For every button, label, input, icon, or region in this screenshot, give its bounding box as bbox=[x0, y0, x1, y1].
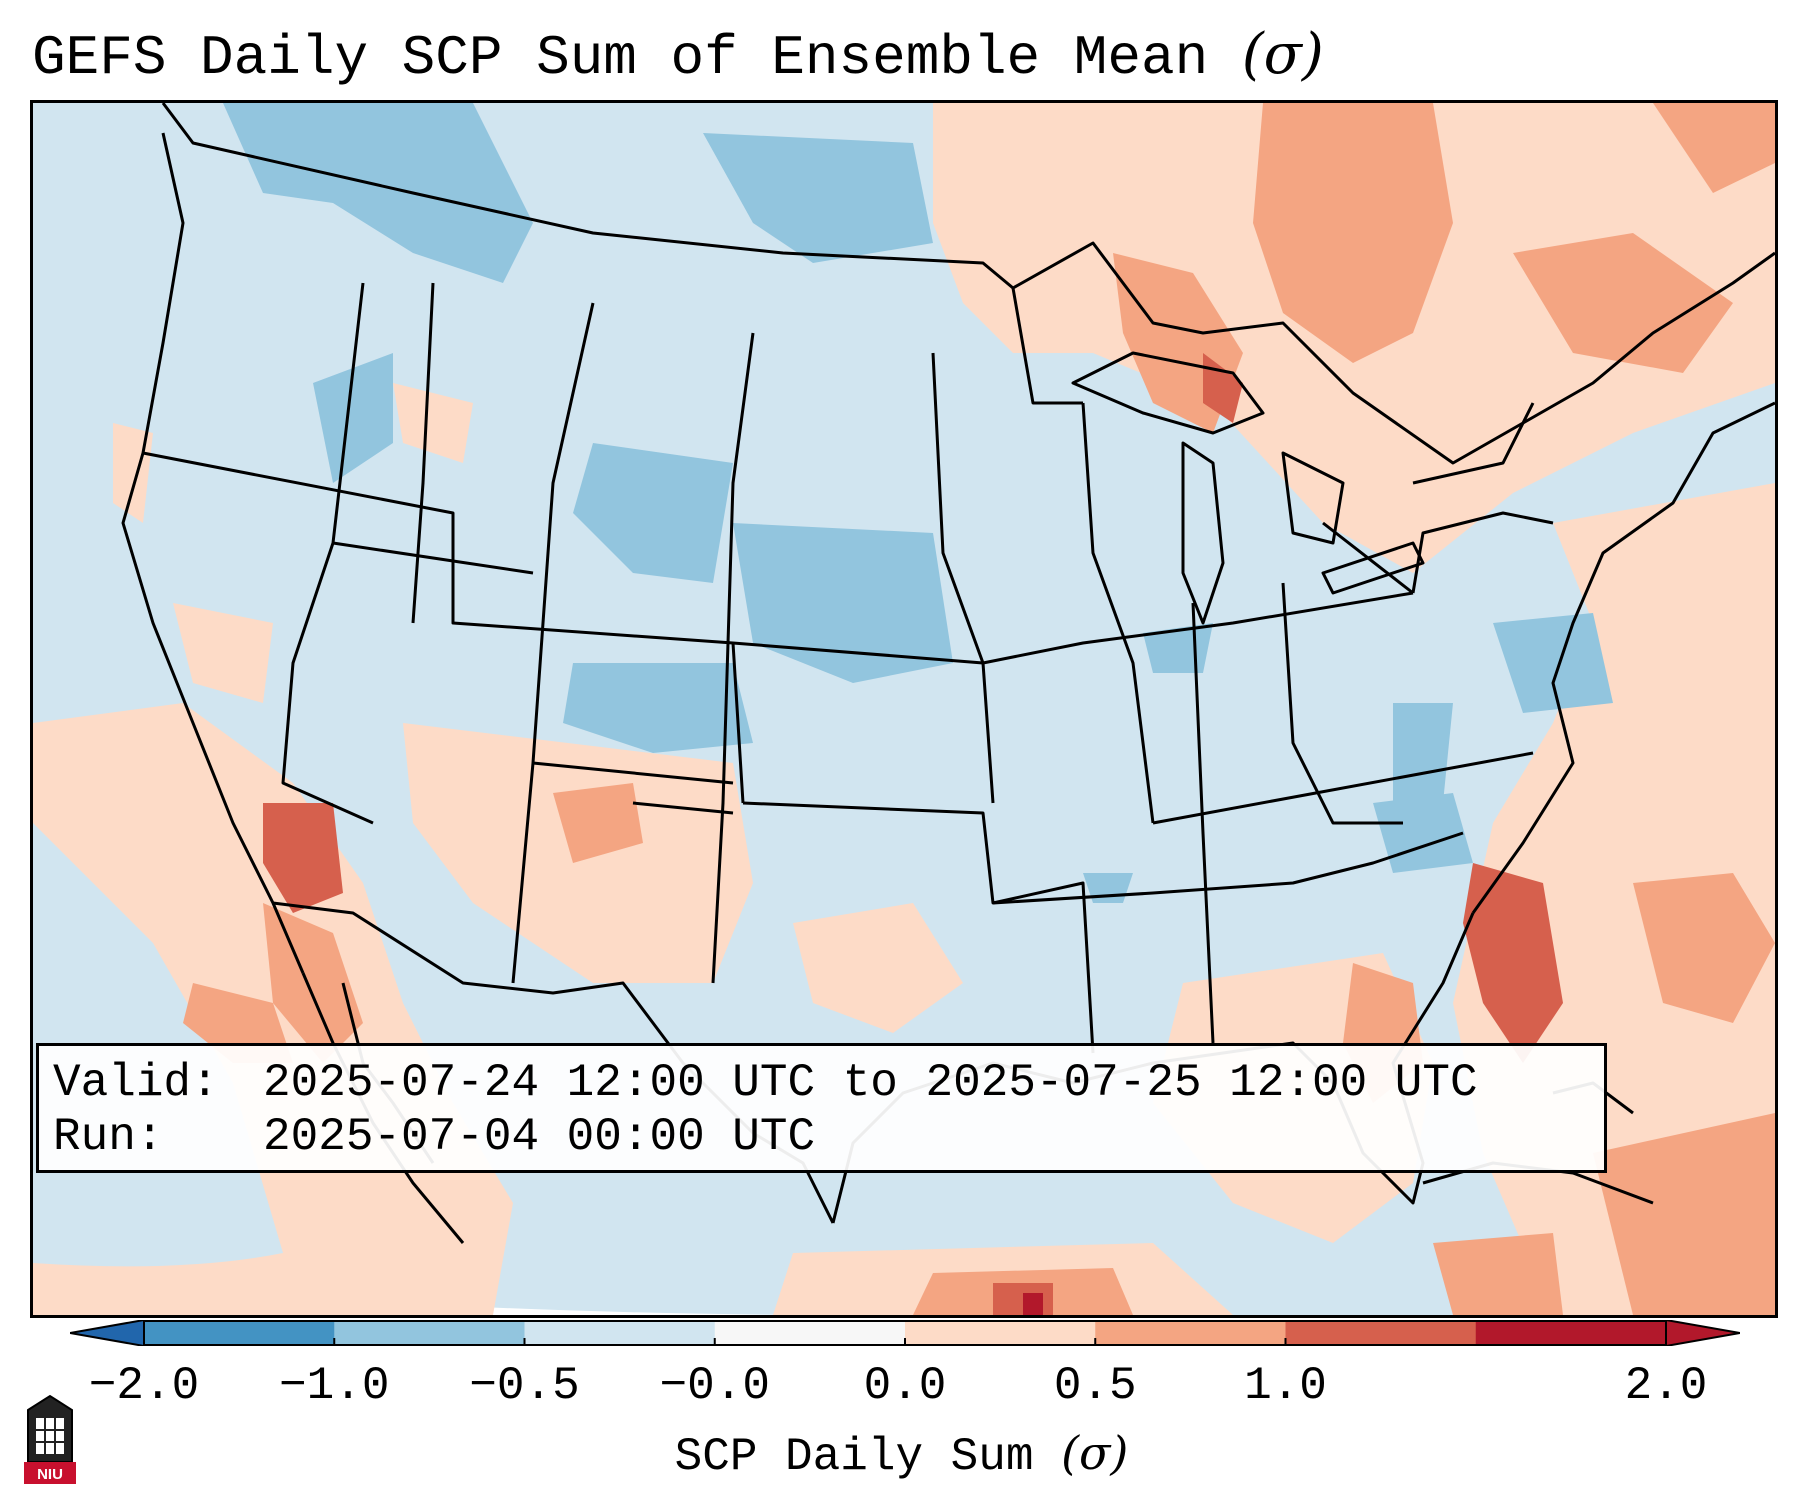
colorbar-tick-label: −2.0 bbox=[88, 1360, 200, 1412]
colorbar-segment bbox=[524, 1320, 716, 1346]
colorbar-segment bbox=[1285, 1320, 1477, 1346]
state-line-4 bbox=[511, 302, 595, 984]
colorbar bbox=[69, 1318, 1741, 1348]
run-label: Run: bbox=[53, 1111, 164, 1163]
lake-huron bbox=[1281, 451, 1345, 545]
colorbar-segment bbox=[1475, 1320, 1667, 1346]
state-line-15 bbox=[332, 541, 534, 575]
run-line: Run: 2025-07-04 00:00 UTC bbox=[53, 1110, 1590, 1164]
colorbar-label: SCP Daily Sum (σ) bbox=[0, 1426, 1803, 1483]
niu-logo-icon: NIU bbox=[24, 1394, 76, 1484]
state-line-5 bbox=[711, 332, 755, 984]
state-line-18 bbox=[1411, 511, 1554, 594]
niu-logo-text: NIU bbox=[37, 1466, 63, 1483]
lake-erie bbox=[1321, 541, 1425, 595]
state-line-12 bbox=[992, 831, 1464, 905]
niu-logo: NIU bbox=[20, 1390, 80, 1486]
state-line-9 bbox=[1191, 602, 1215, 1044]
colorbar-label-text: SCP Daily Sum bbox=[674, 1431, 1034, 1483]
pacific-coast bbox=[121, 132, 305, 974]
lake-michigan bbox=[1181, 441, 1225, 625]
valid-label: Valid: bbox=[53, 1057, 219, 1109]
colorbar-tick-label: 0.0 bbox=[863, 1360, 947, 1412]
state-line-7 bbox=[931, 352, 995, 804]
colorbar-segment bbox=[905, 1320, 1096, 1346]
valid-value: 2025-07-24 12:00 UTC to 2025-07-25 12:00… bbox=[263, 1057, 1478, 1109]
colorbar-segment bbox=[1095, 1320, 1286, 1346]
chart-title: GEFS Daily SCP Sum of Ensemble Mean (σ) bbox=[32, 22, 1324, 90]
atlantic-coast bbox=[1471, 401, 1775, 914]
state-line-8 bbox=[1081, 402, 1155, 824]
colorbar-tick-label: −1.0 bbox=[279, 1360, 390, 1412]
colorbar-segment bbox=[714, 1320, 906, 1346]
colorbar-label-symbol: (σ) bbox=[1061, 1426, 1129, 1480]
colorbar-segment bbox=[144, 1320, 335, 1346]
state-line-3 bbox=[411, 282, 435, 624]
valid-run-info-box: Valid: 2025-07-24 12:00 UTC to 2025-07-2… bbox=[36, 1043, 1607, 1173]
colorbar-svg bbox=[69, 1318, 1741, 1348]
negative-anomaly-regions bbox=[223, 103, 1613, 903]
colorbar-segment bbox=[334, 1320, 525, 1346]
state-line-1 bbox=[142, 451, 1414, 665]
state-line-17 bbox=[1011, 287, 1083, 405]
state-line-13 bbox=[632, 801, 734, 815]
colorbar-tick-label: 2.0 bbox=[1624, 1360, 1708, 1412]
state-line-20 bbox=[1412, 402, 1535, 485]
state-line-16 bbox=[532, 761, 734, 785]
state-line-11 bbox=[1152, 751, 1534, 825]
run-value: 2025-07-04 00:00 UTC bbox=[263, 1111, 816, 1163]
canada-us-border bbox=[161, 103, 1775, 465]
lake-superior bbox=[1071, 351, 1265, 435]
colorbar-tick-label: 0.5 bbox=[1053, 1360, 1137, 1412]
colorbar-tick-label: −0.0 bbox=[659, 1360, 770, 1412]
colorbar-extend-high bbox=[1665, 1318, 1741, 1348]
state-line-10 bbox=[1281, 582, 1403, 825]
state-line-2 bbox=[281, 282, 374, 825]
chart-title-symbol: (σ) bbox=[1241, 22, 1324, 87]
colorbar-tick-label: −0.5 bbox=[469, 1360, 580, 1412]
colorbar-extend-low bbox=[69, 1318, 145, 1348]
chart-title-text: GEFS Daily SCP Sum of Ensemble Mean bbox=[32, 26, 1209, 90]
state-line-14 bbox=[731, 642, 745, 804]
colorbar-tick-label: 1.0 bbox=[1244, 1360, 1327, 1412]
valid-line: Valid: 2025-07-24 12:00 UTC to 2025-07-2… bbox=[53, 1056, 1590, 1110]
